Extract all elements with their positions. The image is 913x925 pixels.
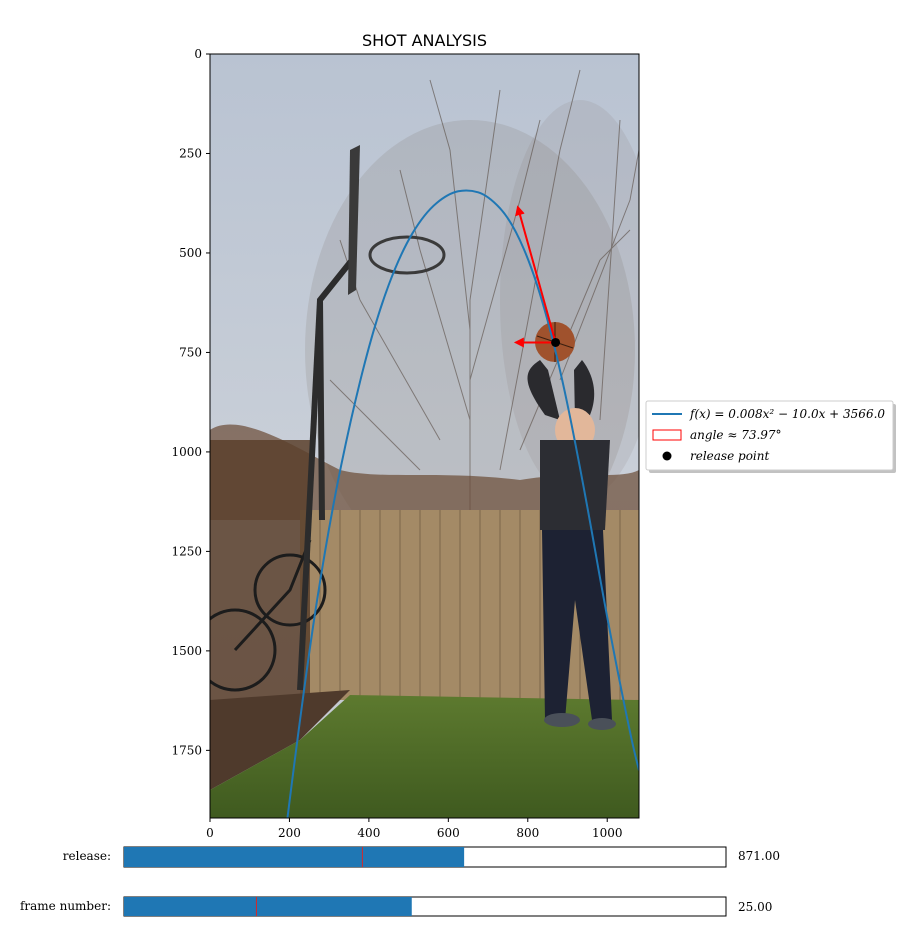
frame-number-slider-fill[interactable] <box>124 897 412 916</box>
legend-label-angle: angle ≈ 73.97° <box>690 428 782 442</box>
release-slider[interactable]: release: 871.00 <box>63 846 780 868</box>
x-tick-label: 0 <box>206 826 214 840</box>
x-tick-label: 200 <box>278 826 301 840</box>
legend-dot-marker <box>662 451 672 461</box>
x-tick-label: 1000 <box>592 826 623 840</box>
y-tick-label: 750 <box>179 345 202 359</box>
y-tick-label: 1000 <box>171 445 202 459</box>
y-tick-label: 500 <box>179 246 202 260</box>
release-angle-vector <box>515 205 557 343</box>
legend-label-release: release point <box>690 449 769 463</box>
release-point-marker <box>551 337 561 347</box>
y-tick-label: 0 <box>194 47 202 61</box>
frame-number-slider-label: frame number: <box>20 899 111 913</box>
frame-number-slider-value: 25.00 <box>738 900 772 914</box>
y-tick-label: 1250 <box>171 544 202 558</box>
axes-frame <box>209 53 640 819</box>
x-tick-label: 400 <box>357 826 380 840</box>
release-slider-value: 871.00 <box>738 849 780 863</box>
y-tick-label: 250 <box>179 146 202 160</box>
release-slider-label: release: <box>63 849 111 863</box>
release-slider-fill[interactable] <box>124 847 465 867</box>
x-tick-label: 600 <box>437 826 460 840</box>
frame-number-slider[interactable]: frame number: 25.00 <box>20 896 772 917</box>
y-tick-label: 1500 <box>171 644 202 658</box>
legend: f(x) = 0.008x² − 10.0x + 3566.0 angle ≈ … <box>645 400 896 473</box>
legend-label-curve: f(x) = 0.008x² − 10.0x + 3566.0 <box>689 407 885 421</box>
background-photo <box>210 54 639 818</box>
chart-title: SHOT ANALYSIS <box>362 31 487 50</box>
x-tick-label: 800 <box>516 826 539 840</box>
trajectory-curve <box>286 189 639 818</box>
y-tick-label: 1750 <box>171 743 202 757</box>
legend-rect-marker <box>652 429 682 441</box>
